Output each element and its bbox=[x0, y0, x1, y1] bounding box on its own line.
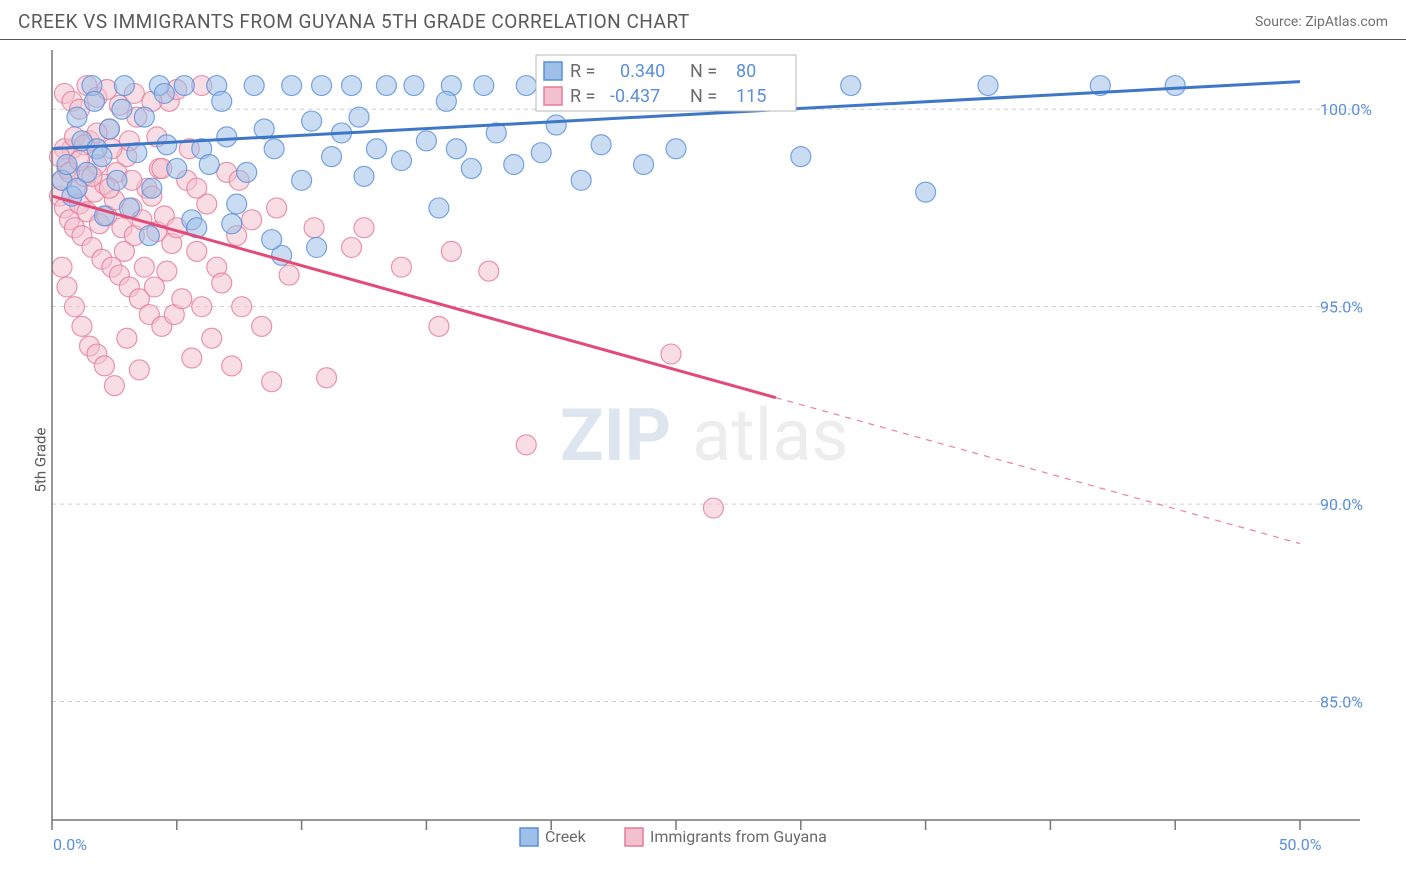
scatter-plot: 85.0% 90.0% 95.0% 100.0% ZIPatlas 0.0% 50.0% R … bbox=[0, 40, 1406, 880]
y-axis-label: 5th Grade bbox=[31, 428, 49, 493]
svg-text:N =: N = bbox=[690, 86, 717, 107]
svg-text:95.0%: 95.0% bbox=[1320, 298, 1363, 317]
svg-text:Immigrants from Guyana: Immigrants from Guyana bbox=[650, 827, 827, 846]
svg-text:ZIP: ZIP bbox=[560, 393, 671, 478]
svg-text:N =: N = bbox=[690, 61, 717, 82]
svg-text:0.340: 0.340 bbox=[620, 61, 665, 82]
svg-text:atlas: atlas bbox=[692, 393, 849, 478]
chart-header: CREEK VS IMMIGRANTS FROM GUYANA 5TH GRAD… bbox=[0, 0, 1406, 40]
svg-text:90.0%: 90.0% bbox=[1320, 495, 1363, 514]
svg-text:80: 80 bbox=[736, 61, 756, 82]
svg-text:50.0%: 50.0% bbox=[1279, 835, 1322, 854]
svg-text:0.0%: 0.0% bbox=[53, 835, 87, 854]
chart-title: CREEK VS IMMIGRANTS FROM GUYANA 5TH GRAD… bbox=[18, 10, 690, 33]
svg-text:100.0%: 100.0% bbox=[1320, 100, 1372, 119]
svg-text:-0.437: -0.437 bbox=[610, 86, 660, 107]
svg-text:R =: R = bbox=[570, 61, 595, 82]
svg-text:85.0%: 85.0% bbox=[1320, 693, 1363, 712]
chart-container: 5th Grade 85.0% 90.0% 95.0% 100.0% ZIPatlas 0… bbox=[0, 40, 1406, 880]
svg-text:Creek: Creek bbox=[545, 827, 587, 846]
chart-source: Source: ZipAtlas.com bbox=[1255, 14, 1388, 30]
svg-text:R =: R = bbox=[570, 86, 595, 107]
svg-text:115: 115 bbox=[736, 86, 766, 107]
